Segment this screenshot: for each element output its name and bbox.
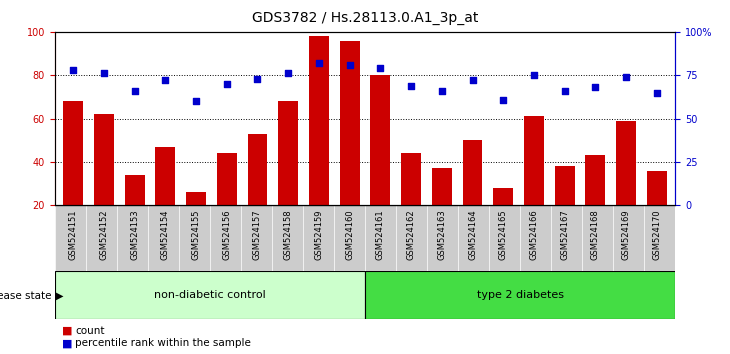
Text: type 2 diabetes: type 2 diabetes [477, 290, 564, 300]
Bar [86, 205, 117, 271]
Bar [147, 205, 179, 271]
Text: GSM524163: GSM524163 [437, 209, 446, 260]
Bar [217, 153, 237, 249]
Text: GSM524161: GSM524161 [376, 209, 385, 260]
Text: GSM524164: GSM524164 [468, 209, 477, 260]
Bar [339, 41, 360, 249]
Bar [583, 205, 613, 271]
Text: percentile rank within the sample: percentile rank within the sample [75, 338, 251, 348]
Bar [272, 205, 303, 271]
Text: GSM524152: GSM524152 [99, 209, 108, 260]
Bar [551, 205, 583, 271]
Text: GSM524169: GSM524169 [622, 209, 631, 260]
Text: GSM524168: GSM524168 [591, 209, 600, 260]
Point [159, 78, 171, 83]
Text: disease state: disease state [0, 291, 51, 301]
Text: GSM524153: GSM524153 [130, 209, 139, 260]
Point [559, 88, 571, 94]
Text: ■: ■ [62, 326, 76, 336]
Bar [613, 205, 645, 271]
Bar [365, 205, 396, 271]
Bar [555, 166, 575, 249]
Text: GSM524160: GSM524160 [345, 209, 354, 260]
Text: GSM524155: GSM524155 [191, 209, 201, 260]
Text: count: count [75, 326, 104, 336]
Bar [616, 121, 636, 249]
Bar [94, 114, 114, 249]
Bar [64, 101, 83, 249]
Bar [458, 205, 489, 271]
Text: GSM524159: GSM524159 [315, 209, 323, 260]
Point [466, 78, 478, 83]
Point [497, 97, 509, 102]
Text: GSM524156: GSM524156 [222, 209, 231, 260]
Point [283, 71, 294, 76]
Bar [278, 101, 298, 249]
Bar [585, 155, 605, 249]
Bar [524, 116, 544, 249]
Bar [186, 192, 206, 249]
Text: GSM524154: GSM524154 [161, 209, 170, 260]
Bar [55, 205, 86, 271]
Point [191, 98, 202, 104]
Text: GSM524158: GSM524158 [284, 209, 293, 260]
Bar [370, 75, 391, 249]
Bar [179, 205, 210, 271]
Bar [303, 205, 334, 271]
Text: GSM524157: GSM524157 [253, 209, 262, 260]
Bar [365, 271, 675, 319]
Bar [117, 205, 147, 271]
Bar [493, 188, 513, 249]
Point [651, 90, 663, 96]
Text: non-diabetic control: non-diabetic control [154, 290, 266, 300]
Bar [432, 169, 452, 249]
Text: GSM524166: GSM524166 [529, 209, 539, 260]
Text: GSM524162: GSM524162 [407, 209, 415, 260]
Bar [155, 147, 175, 249]
Bar [309, 36, 329, 249]
Bar [645, 205, 675, 271]
Point [344, 62, 356, 68]
Point [620, 74, 632, 80]
Point [405, 83, 417, 88]
Point [98, 71, 110, 76]
Bar [489, 205, 520, 271]
Bar [396, 205, 427, 271]
Bar [401, 153, 421, 249]
Text: ▶: ▶ [56, 291, 64, 301]
Bar [241, 205, 272, 271]
Bar [55, 271, 365, 319]
Bar [334, 205, 365, 271]
Bar [463, 140, 483, 249]
Point [67, 67, 79, 73]
Bar [427, 205, 458, 271]
Point [313, 60, 325, 66]
Point [221, 81, 233, 87]
Point [590, 85, 602, 90]
Text: GSM524170: GSM524170 [653, 209, 661, 260]
Point [436, 88, 447, 94]
Bar [125, 175, 145, 249]
Text: ■: ■ [62, 338, 76, 348]
Bar [520, 205, 551, 271]
Point [528, 73, 539, 78]
Text: GSM524165: GSM524165 [499, 209, 508, 260]
Point [128, 88, 140, 94]
Text: GDS3782 / Hs.28113.0.A1_3p_at: GDS3782 / Hs.28113.0.A1_3p_at [252, 11, 478, 25]
Point [252, 76, 264, 81]
Bar [210, 205, 241, 271]
Text: GSM524167: GSM524167 [560, 209, 569, 260]
Bar [247, 134, 267, 249]
Point [374, 65, 386, 71]
Text: GSM524151: GSM524151 [69, 209, 77, 260]
Bar [647, 171, 666, 249]
